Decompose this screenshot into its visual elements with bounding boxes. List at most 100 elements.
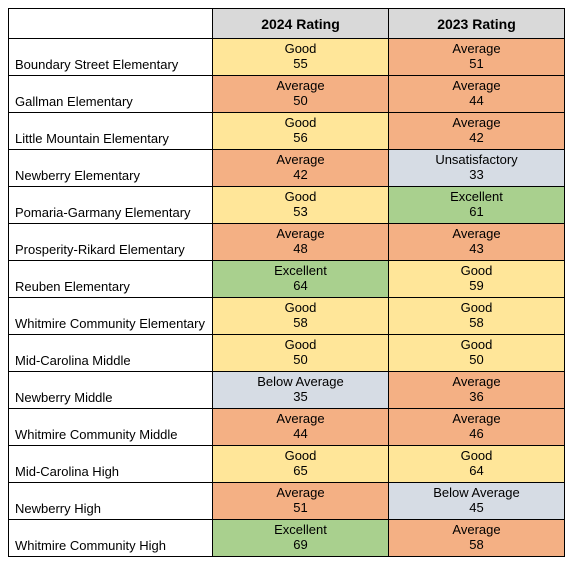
school-name: Newberry Middle [9,372,213,409]
rating-label: Unsatisfactory [389,153,564,168]
school-name: Pomaria-Garmany Elementary [9,187,213,224]
rating-2023: Good64 [389,446,565,483]
rating-2023: Good50 [389,335,565,372]
rating-score: 46 [389,427,564,442]
rating-label: Average [213,79,388,94]
table-row: Gallman ElementaryAverage50Average44 [9,76,565,113]
rating-2023: Average43 [389,224,565,261]
rating-score: 50 [213,353,388,368]
rating-label: Below Average [213,375,388,390]
rating-2024: Average50 [213,76,389,113]
school-name: Whitmire Community Middle [9,409,213,446]
rating-label: Good [213,116,388,131]
rating-2024: Excellent69 [213,520,389,557]
rating-label: Average [389,375,564,390]
rating-label: Good [389,301,564,316]
rating-2023: Below Average45 [389,483,565,520]
rating-label: Good [213,190,388,205]
rating-label: Good [213,449,388,464]
school-name: Prosperity-Rikard Elementary [9,224,213,261]
school-name: Mid-Carolina Middle [9,335,213,372]
rating-2024: Average44 [213,409,389,446]
header-blank [9,9,213,39]
table-row: Boundary Street ElementaryGood55Average5… [9,39,565,76]
rating-score: 36 [389,390,564,405]
rating-score: 33 [389,168,564,183]
school-name: Little Mountain Elementary [9,113,213,150]
rating-score: 69 [213,538,388,553]
rating-2024: Good55 [213,39,389,76]
rating-score: 61 [389,205,564,220]
rating-label: Average [389,79,564,94]
table-row: Whitmire Community ElementaryGood58Good5… [9,298,565,335]
school-name: Whitmire Community Elementary [9,298,213,335]
rating-score: 64 [389,464,564,479]
rating-label: Good [389,264,564,279]
rating-2023: Average58 [389,520,565,557]
rating-2023: Good59 [389,261,565,298]
rating-score: 56 [213,131,388,146]
rating-2024: Good65 [213,446,389,483]
rating-2024: Good56 [213,113,389,150]
header-2024: 2024 Rating [213,9,389,39]
rating-label: Average [389,412,564,427]
rating-label: Average [213,486,388,501]
rating-score: 58 [389,538,564,553]
table-row: Mid-Carolina MiddleGood50Good50 [9,335,565,372]
rating-label: Average [389,523,564,538]
school-name: Mid-Carolina High [9,446,213,483]
rating-score: 65 [213,464,388,479]
rating-2024: Average42 [213,150,389,187]
rating-score: 64 [213,279,388,294]
table-row: Pomaria-Garmany ElementaryGood53Excellen… [9,187,565,224]
rating-label: Average [213,412,388,427]
rating-2024: Below Average35 [213,372,389,409]
rating-score: 42 [389,131,564,146]
rating-score: 58 [389,316,564,331]
rating-label: Good [389,338,564,353]
rating-score: 35 [213,390,388,405]
rating-score: 42 [213,168,388,183]
rating-score: 45 [389,501,564,516]
rating-2024: Good50 [213,335,389,372]
school-name: Reuben Elementary [9,261,213,298]
rating-label: Excellent [213,523,388,538]
rating-2023: Average42 [389,113,565,150]
school-name: Newberry High [9,483,213,520]
rating-label: Average [389,42,564,57]
rating-2023: Average51 [389,39,565,76]
rating-label: Good [213,338,388,353]
rating-score: 51 [213,501,388,516]
rating-2023: Excellent61 [389,187,565,224]
table-row: Little Mountain ElementaryGood56Average4… [9,113,565,150]
table-row: Newberry ElementaryAverage42Unsatisfacto… [9,150,565,187]
rating-score: 43 [389,242,564,257]
rating-score: 44 [213,427,388,442]
rating-score: 48 [213,242,388,257]
school-name: Whitmire Community High [9,520,213,557]
rating-score: 55 [213,57,388,72]
rating-2023: Average44 [389,76,565,113]
rating-score: 53 [213,205,388,220]
rating-score: 58 [213,316,388,331]
school-name: Gallman Elementary [9,76,213,113]
ratings-table: 2024 Rating 2023 Rating Boundary Street … [8,8,565,557]
rating-2024: Average51 [213,483,389,520]
rating-2024: Excellent64 [213,261,389,298]
rating-label: Average [213,227,388,242]
rating-2024: Average48 [213,224,389,261]
table-row: Whitmire Community MiddleAverage44Averag… [9,409,565,446]
rating-label: Excellent [389,190,564,205]
table-row: Reuben ElementaryExcellent64Good59 [9,261,565,298]
rating-label: Below Average [389,486,564,501]
rating-score: 50 [389,353,564,368]
rating-2023: Average46 [389,409,565,446]
table-row: Newberry MiddleBelow Average35Average36 [9,372,565,409]
rating-label: Excellent [213,264,388,279]
rating-2023: Average36 [389,372,565,409]
rating-label: Average [389,227,564,242]
header-2023: 2023 Rating [389,9,565,39]
rating-label: Good [213,42,388,57]
rating-score: 59 [389,279,564,294]
rating-2024: Good53 [213,187,389,224]
